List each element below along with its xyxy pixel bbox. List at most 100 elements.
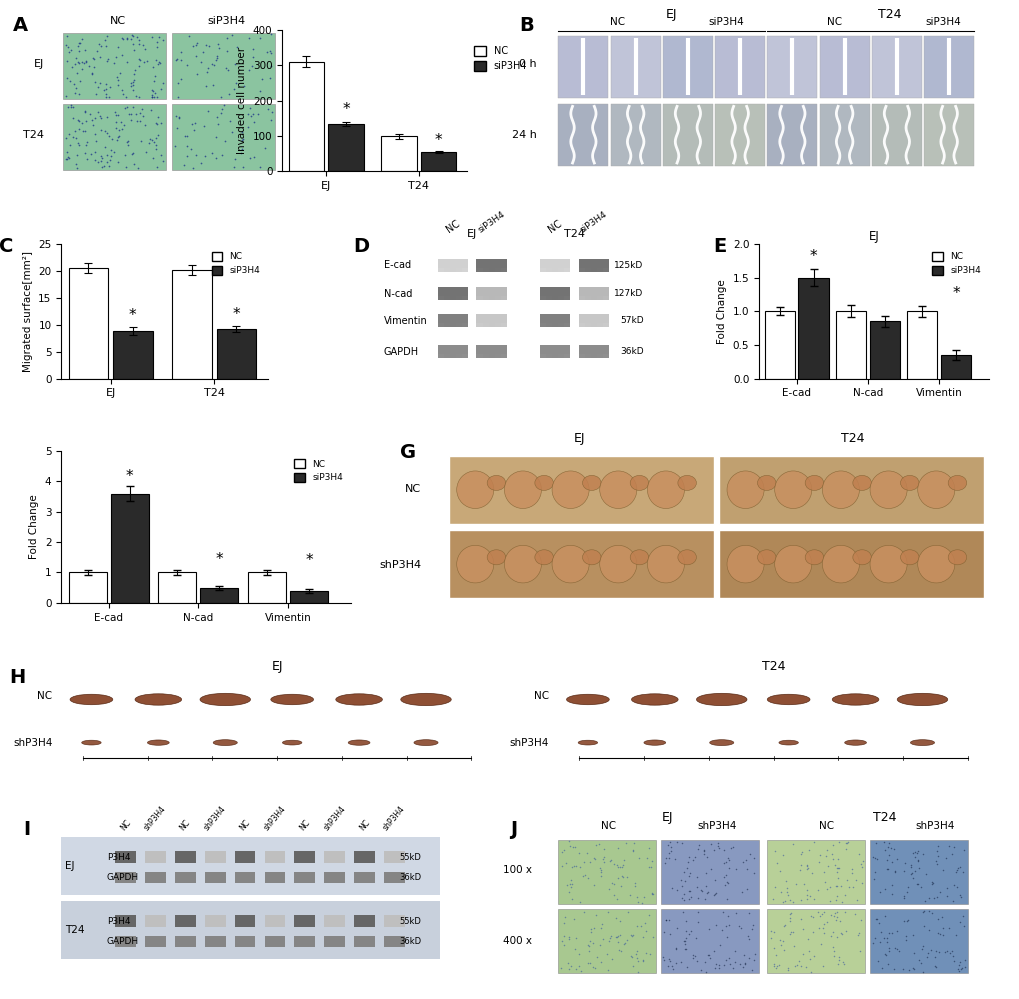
Point <box>676 933 692 949</box>
Ellipse shape <box>774 545 811 582</box>
Point <box>148 52 164 68</box>
Point <box>916 892 932 908</box>
Point <box>593 868 609 884</box>
Point <box>640 840 656 856</box>
Point <box>70 112 87 128</box>
Point <box>127 62 144 78</box>
Legend: NC, siP3H4: NC, siP3H4 <box>208 249 264 279</box>
Point <box>187 48 204 64</box>
Point <box>954 864 970 880</box>
Point <box>805 891 821 907</box>
Point <box>934 927 951 943</box>
Point <box>660 845 677 861</box>
Ellipse shape <box>414 739 437 745</box>
Point <box>775 942 792 958</box>
Ellipse shape <box>335 693 382 705</box>
Bar <box>294 915 315 927</box>
Bar <box>578 297 584 301</box>
Bar <box>294 872 315 883</box>
Point <box>555 928 572 944</box>
Point <box>812 936 828 952</box>
Point <box>209 109 225 125</box>
Point <box>246 114 262 130</box>
Point <box>140 53 156 69</box>
Point <box>137 118 153 134</box>
Point <box>630 850 646 866</box>
Point <box>227 75 244 91</box>
Bar <box>602 324 608 328</box>
Point <box>771 932 788 948</box>
Point <box>71 73 88 89</box>
Point <box>800 943 816 959</box>
Point <box>219 43 235 59</box>
Point <box>825 908 842 924</box>
Legend: NC, siP3H4: NC, siP3H4 <box>470 42 531 75</box>
Point <box>799 860 815 876</box>
Point <box>878 839 895 855</box>
Point <box>662 843 679 859</box>
Point <box>796 876 812 892</box>
Point <box>636 915 652 931</box>
Point <box>864 935 880 951</box>
Point <box>108 114 124 130</box>
Point <box>169 51 185 67</box>
Point <box>733 920 749 936</box>
Point <box>643 886 659 902</box>
Point <box>689 890 705 906</box>
Ellipse shape <box>900 549 918 564</box>
Text: shP3H4: shP3H4 <box>322 804 347 832</box>
Point <box>236 78 253 94</box>
Point <box>941 945 957 961</box>
Point <box>904 869 920 885</box>
Ellipse shape <box>948 549 966 564</box>
Point <box>200 60 216 76</box>
Point <box>245 41 261 57</box>
Bar <box>578 287 608 301</box>
Point <box>709 838 726 854</box>
Point <box>790 953 806 969</box>
Bar <box>354 851 375 863</box>
Point <box>804 909 820 925</box>
Point <box>245 106 261 122</box>
Point <box>679 854 695 870</box>
Point <box>888 941 904 957</box>
Bar <box>437 324 443 328</box>
Point <box>829 860 846 876</box>
Point <box>593 862 609 878</box>
Point <box>621 887 637 903</box>
Point <box>792 846 808 862</box>
Point <box>93 38 109 54</box>
Point <box>838 835 854 851</box>
Point <box>866 864 882 880</box>
Point <box>668 882 685 898</box>
Point <box>654 949 671 965</box>
Point <box>152 55 168 71</box>
Point <box>771 937 788 953</box>
Bar <box>907 312 936 379</box>
Point <box>167 52 183 68</box>
Text: NC: NC <box>358 818 371 832</box>
Point <box>556 909 573 925</box>
Point <box>681 868 697 884</box>
Point <box>914 904 930 920</box>
Point <box>879 924 896 940</box>
Point <box>92 108 108 124</box>
Point <box>833 925 849 941</box>
Point <box>945 953 961 969</box>
Point <box>213 89 229 105</box>
Point <box>67 123 84 139</box>
Point <box>904 845 920 861</box>
Point <box>688 953 704 969</box>
Point <box>875 908 892 924</box>
Point <box>91 36 107 52</box>
Point <box>619 932 635 948</box>
Point <box>663 880 680 896</box>
Point <box>250 107 266 123</box>
Ellipse shape <box>869 471 906 508</box>
Bar <box>443 355 449 359</box>
Point <box>603 875 620 891</box>
Point <box>232 145 249 161</box>
Bar <box>488 355 494 359</box>
Point <box>611 859 628 875</box>
Bar <box>174 851 196 863</box>
